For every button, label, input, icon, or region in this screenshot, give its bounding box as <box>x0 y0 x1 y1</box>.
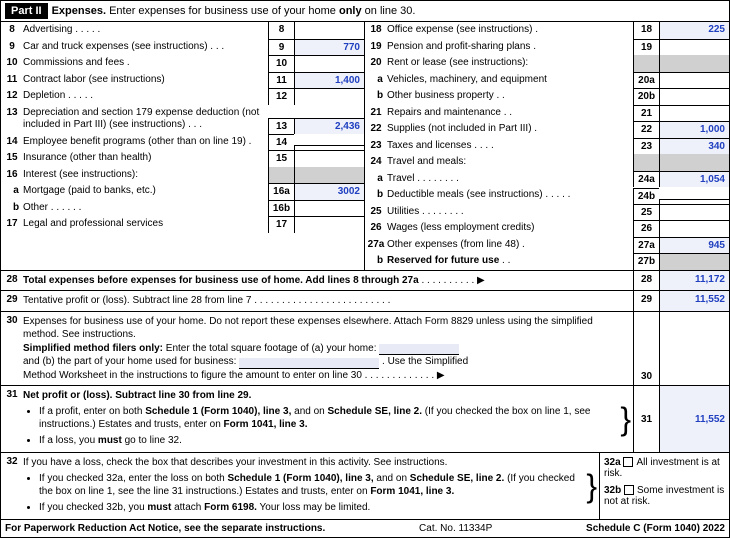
line-12-value[interactable] <box>294 88 364 105</box>
line-30-value[interactable] <box>659 312 729 386</box>
line-15-value[interactable] <box>294 150 364 167</box>
line-22-value[interactable]: 1,000 <box>659 121 729 138</box>
line-13-label: Depreciation and section 179 expense ded… <box>23 105 268 134</box>
line-26-value[interactable] <box>659 220 729 237</box>
line-9-value[interactable]: 770 <box>294 39 364 55</box>
line-17-label: Legal and professional services <box>23 216 268 233</box>
line-14-label: Employee benefit programs (other than on… <box>23 134 268 151</box>
line-24b-label: Deductible meals (see instructions) . . … <box>387 187 633 204</box>
line-22-label: Supplies (not included in Part III) . <box>387 121 633 138</box>
business-sqft-field[interactable] <box>239 358 379 369</box>
line-11-value[interactable]: 1,400 <box>294 72 364 89</box>
line-13-value[interactable]: 2,436 <box>294 118 364 134</box>
line-20b-value[interactable] <box>659 88 729 105</box>
line-32-checkboxes: 32a All investment is at risk. 32b Some … <box>599 453 729 519</box>
footer-left: For Paperwork Reduction Act Notice, see … <box>5 523 325 534</box>
line-29-value[interactable]: 11,552 <box>659 291 729 311</box>
expense-grid: 8Advertising . . . . .8 9Car and truck e… <box>1 22 729 271</box>
line-16b-value[interactable] <box>294 200 364 217</box>
line-24-label: Travel and meals: <box>387 154 633 171</box>
line-27b-value <box>659 253 729 270</box>
line-9-label: Car and truck expenses (see instructions… <box>23 39 268 56</box>
line-27a-value[interactable]: 945 <box>659 237 729 254</box>
home-sqft-field[interactable] <box>379 344 459 355</box>
line-24a-label: Travel . . . . . . . . <box>387 171 633 188</box>
line-10-label: Commissions and fees . <box>23 55 268 72</box>
line-25-value[interactable] <box>659 204 729 221</box>
line-16a-label: Mortgage (paid to banks, etc.) <box>23 183 268 200</box>
footer-right: Schedule C (Form 1040) 2022 <box>586 523 725 534</box>
part-title: Expenses. Enter expenses for business us… <box>52 5 416 17</box>
line-23-value[interactable]: 340 <box>659 138 729 155</box>
line-21-label: Repairs and maintenance . . <box>387 105 633 122</box>
checkbox-32a[interactable] <box>623 457 633 467</box>
line-24a-value[interactable]: 1,054 <box>659 171 729 188</box>
brace-icon: } <box>618 408 633 430</box>
line-30-label: Expenses for business use of your home. … <box>23 312 633 386</box>
line-25-label: Utilities . . . . . . . . <box>387 204 633 221</box>
line-28-value[interactable]: 11,172 <box>659 271 729 291</box>
col-right: 18Office expense (see instructions) .182… <box>365 22 729 270</box>
line-18-value[interactable]: 225 <box>659 22 729 39</box>
line-11-label: Contract labor (see instructions) <box>23 72 268 89</box>
col-left: 8Advertising . . . . .8 9Car and truck e… <box>1 22 365 270</box>
line-27b-label: Reserved for future use . . <box>387 253 633 270</box>
line-29-label: Tentative profit or (loss). Subtract lin… <box>23 291 633 311</box>
line-32-label: If you have a loss, check the box that d… <box>23 453 584 519</box>
line-12-label: Depletion . . . . . <box>23 88 268 105</box>
footer: For Paperwork Reduction Act Notice, see … <box>1 519 729 537</box>
line-31-label: Net profit or (loss). Subtract line 30 f… <box>23 386 618 452</box>
line-20a-value[interactable] <box>659 72 729 89</box>
line-31-value[interactable]: 11,552 <box>659 386 729 452</box>
line-27a-label: Other expenses (from line 48) . <box>387 237 633 254</box>
line-28-label: Total expenses before expenses for busin… <box>23 271 633 291</box>
checkbox-32b[interactable] <box>624 485 634 495</box>
line-16-label: Interest (see instructions): <box>23 167 268 184</box>
line-20a-label: Vehicles, machinery, and equipment <box>387 72 633 89</box>
part-header-row: Part II Expenses. Enter expenses for bus… <box>1 1 729 22</box>
bottom-section: 28 Total expenses before expenses for bu… <box>1 271 729 520</box>
line-26-label: Wages (less employment credits) <box>387 220 633 237</box>
line-16b-label: Other . . . . . . <box>23 200 268 217</box>
line-15-label: Insurance (other than health) <box>23 150 268 167</box>
line-19-label: Pension and profit-sharing plans . <box>387 39 633 56</box>
line-17-value[interactable] <box>294 216 364 233</box>
brace-icon: } <box>584 475 599 497</box>
line-20b-label: Other business property . . <box>387 88 633 105</box>
footer-mid: Cat. No. 11334P <box>419 523 492 534</box>
line-23-label: Taxes and licenses . . . . <box>387 138 633 155</box>
line-21-value[interactable] <box>659 105 729 122</box>
part-badge: Part II <box>5 3 48 19</box>
line-19-value[interactable] <box>659 39 729 56</box>
line-10-value[interactable] <box>294 55 364 72</box>
schedule-c-part2: Part II Expenses. Enter expenses for bus… <box>0 0 730 538</box>
line-20-label: Rent or lease (see instructions): <box>387 55 633 72</box>
line-16a-value[interactable]: 3002 <box>294 183 364 200</box>
line-8-label: Advertising . . . . . <box>23 22 268 39</box>
line-8-value[interactable] <box>294 22 364 39</box>
line-18-label: Office expense (see instructions) . <box>387 22 633 39</box>
